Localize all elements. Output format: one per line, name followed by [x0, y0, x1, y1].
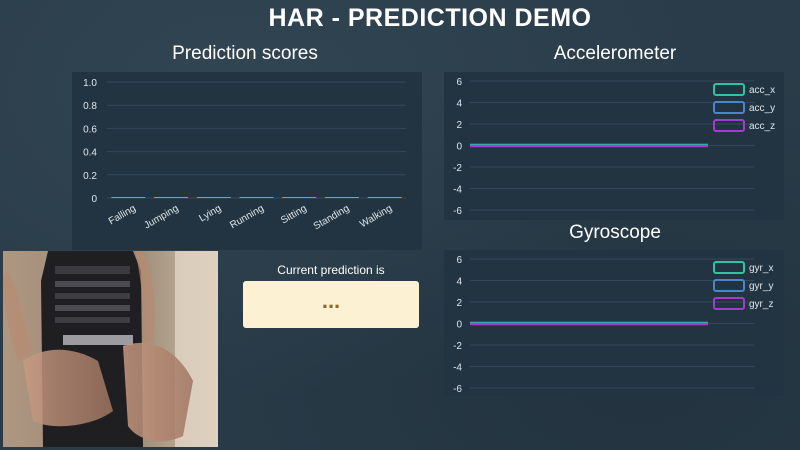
bar [239, 197, 274, 198]
current-prediction-value: ... [243, 281, 419, 328]
y-tick-label: 0 [456, 142, 462, 153]
y-tick-label: -2 [453, 163, 462, 174]
bar [196, 197, 231, 198]
gyroscope-chart: 6 4 2 0 -2 -4 -6 gyr_x gyr_y gyr_z [453, 255, 773, 395]
page-title: HAR - PREDICTION DEMO [268, 4, 592, 32]
y-tick-label: -4 [453, 363, 462, 374]
y-tick-label: -2 [453, 341, 462, 352]
y-tick-label: 0 [91, 194, 97, 205]
current-prediction-label: Current prediction is [277, 263, 385, 277]
legend-label-gyr_z: gyr_z [749, 299, 773, 310]
y-tick-label: 4 [456, 277, 462, 288]
prediction-scores-title: Prediction scores [172, 43, 318, 64]
prediction-scores-chart: 0 0.2 0.4 0.6 0.8 1.0 Falling Jumping Lying Runni… [83, 78, 406, 232]
y-tick-label: 0.6 [83, 124, 97, 135]
legend-swatch-gyr_y [713, 279, 745, 292]
bar [324, 197, 359, 198]
x-tick-label: Falling [107, 203, 138, 227]
accelerometer-panel: 6 4 2 0 -2 -4 -6 acc_x acc_y acc_z [444, 72, 784, 220]
legend-label-acc_x: acc_x [749, 85, 775, 96]
y-tick-label: -4 [453, 185, 462, 196]
bar [282, 197, 317, 198]
x-tick-label: Standing [312, 203, 352, 232]
y-tick-label: 0.4 [83, 148, 97, 159]
legend-label-gyr_x: gyr_x [749, 263, 773, 274]
legend-swatch-acc_x [713, 83, 745, 96]
y-tick-label: 6 [456, 255, 462, 266]
y-tick-label: 0.2 [83, 171, 97, 182]
y-tick-label: 2 [456, 120, 462, 131]
accelerometer-title: Accelerometer [553, 43, 677, 64]
legend-label-acc_y: acc_y [749, 103, 775, 114]
bar [367, 197, 402, 198]
camera-feed [3, 251, 218, 447]
y-tick-label: 0 [456, 320, 462, 331]
x-tick-label: Sitting [279, 203, 309, 226]
y-tick-label: 4 [456, 99, 462, 110]
y-tick-label: -6 [453, 384, 462, 395]
prediction-scores-panel: 0 0.2 0.4 0.6 0.8 1.0 Falling Jumping Lying Runni… [72, 72, 422, 250]
y-tick-label: 1.0 [83, 78, 97, 89]
accelerometer-chart: 6 4 2 0 -2 -4 -6 acc_x acc_y acc_z [453, 77, 775, 217]
gyroscope-title: Gyroscope [569, 222, 661, 243]
y-tick-label: -6 [453, 206, 462, 217]
y-tick-label: 6 [456, 77, 462, 88]
y-tick-label: 0.8 [83, 101, 97, 112]
x-tick-label: Walking [358, 203, 394, 230]
bar [111, 197, 146, 198]
gyroscope-panel: 6 4 2 0 -2 -4 -6 gyr_x gyr_y gyr_z [444, 250, 784, 396]
bar [154, 197, 189, 198]
legend-label-gyr_y: gyr_y [749, 281, 773, 292]
camera-image [3, 251, 218, 447]
legend-swatch-gyr_x [713, 261, 745, 274]
x-tick-label: Lying [197, 203, 223, 224]
legend-label-acc_z: acc_z [749, 121, 775, 132]
y-tick-label: 2 [456, 298, 462, 309]
x-tick-label: Jumping [142, 203, 180, 231]
x-tick-label: Running [228, 203, 266, 231]
legend-swatch-acc_y [713, 101, 745, 114]
legend-swatch-acc_z [713, 119, 745, 132]
legend-swatch-gyr_z [713, 297, 745, 310]
